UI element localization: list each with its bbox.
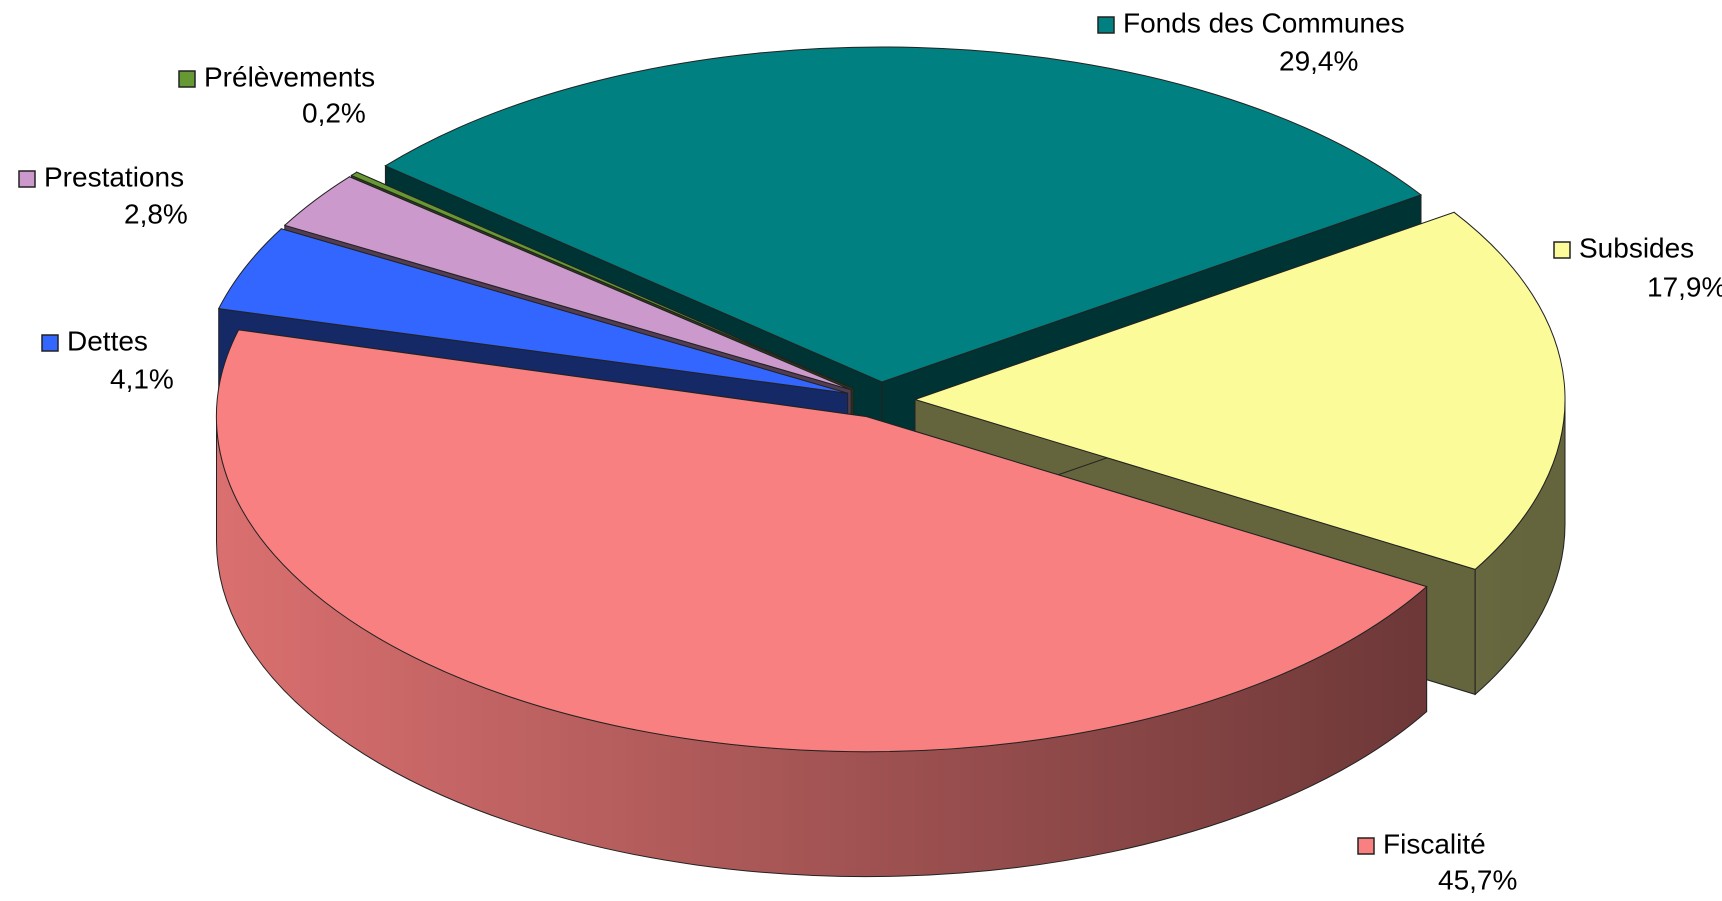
legend-swatch [18,170,36,188]
slice-top [215,329,1428,753]
category-label: Dettes [67,325,148,356]
value-label: 29,4% [1279,45,1358,76]
category-label: Prestations [44,161,184,192]
value-label: 4,1% [110,363,174,394]
slice [215,329,1428,878]
slice-top [350,171,854,389]
category-label: Fiscalité [1383,828,1486,859]
value-label: 0,2% [302,97,366,128]
category-label: Subsides [1579,232,1694,263]
slice-top [384,46,1423,383]
slice-top [913,211,1566,570]
legend-swatch [1553,241,1571,259]
value-label: 17,9% [1647,271,1722,302]
legend-swatch [178,70,196,88]
legend-swatch [41,334,59,352]
slice-top [217,228,848,394]
legend-swatch [1097,16,1115,34]
category-label: Fonds des Communes [1123,7,1405,38]
slice-top [283,176,852,391]
value-label: 45,7% [1438,864,1517,895]
value-label: 2,8% [124,198,188,229]
legend-swatch [1357,837,1375,855]
category-label: Prélèvements [204,61,375,92]
